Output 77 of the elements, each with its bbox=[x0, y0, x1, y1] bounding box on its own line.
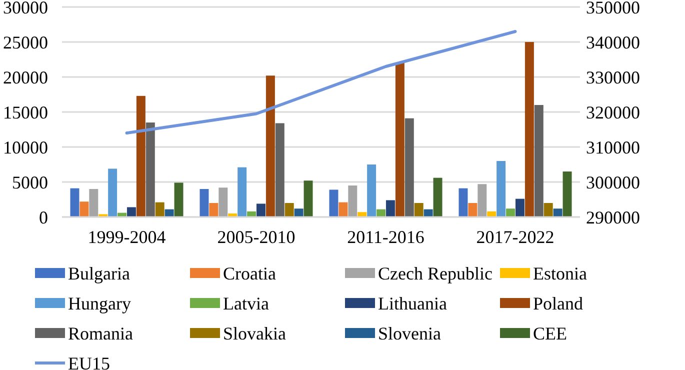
bar bbox=[329, 190, 338, 217]
bar bbox=[458, 188, 468, 217]
bar bbox=[478, 184, 487, 217]
bar bbox=[395, 63, 404, 217]
x-tick-label: 1999-2004 bbox=[88, 227, 166, 247]
y2-tick-label: 290000 bbox=[586, 207, 640, 228]
y2-tick-label: 300000 bbox=[586, 172, 640, 192]
y2-tick-label: 330000 bbox=[586, 67, 640, 88]
bar bbox=[424, 209, 433, 217]
bar bbox=[404, 118, 414, 217]
x-tick-label: 2017-2022 bbox=[476, 227, 554, 247]
bar bbox=[496, 161, 506, 217]
bar bbox=[284, 203, 294, 217]
legend-label: Croatia bbox=[223, 263, 276, 284]
x-tick-label: 2011-2016 bbox=[347, 227, 424, 247]
bar bbox=[544, 203, 553, 217]
y-tick-label: 20000 bbox=[3, 67, 48, 88]
bar bbox=[238, 167, 247, 217]
bar bbox=[338, 202, 348, 217]
legend-label: EU15 bbox=[68, 353, 110, 370]
bar bbox=[348, 186, 358, 217]
bar bbox=[80, 202, 89, 217]
y-tick-label: 10000 bbox=[3, 137, 48, 158]
bar bbox=[294, 208, 304, 217]
bar bbox=[468, 203, 478, 217]
bar bbox=[376, 209, 386, 217]
bar bbox=[367, 164, 376, 217]
bar bbox=[414, 203, 424, 217]
y-tick-label: 30000 bbox=[3, 0, 48, 18]
bar bbox=[174, 182, 184, 217]
bar bbox=[553, 208, 562, 217]
bar bbox=[562, 172, 572, 217]
y-tick-label: 5000 bbox=[12, 172, 48, 192]
bar bbox=[275, 123, 284, 217]
bar bbox=[108, 168, 118, 217]
legend-label: Hungary bbox=[68, 293, 131, 314]
bar bbox=[70, 188, 80, 217]
legend-label: Slovakia bbox=[223, 323, 286, 344]
y-tick-label: 0 bbox=[39, 207, 48, 228]
y2-tick-label: 350000 bbox=[586, 0, 640, 18]
y2-tick-label: 340000 bbox=[586, 32, 640, 52]
y-tick-label: 15000 bbox=[3, 102, 48, 122]
bar bbox=[534, 105, 544, 217]
line-series bbox=[125, 30, 517, 134]
legend-label: Estonia bbox=[533, 263, 587, 284]
bar bbox=[136, 96, 146, 217]
bar bbox=[89, 189, 98, 217]
bar bbox=[524, 42, 534, 217]
bar bbox=[386, 200, 395, 217]
y2-tick-label: 310000 bbox=[586, 137, 640, 158]
bar bbox=[126, 207, 136, 217]
x-tick-label: 2005-2010 bbox=[217, 227, 296, 247]
bar bbox=[209, 203, 218, 217]
bar bbox=[155, 202, 164, 217]
bar bbox=[304, 180, 313, 217]
legend-label: Bulgaria bbox=[68, 263, 130, 284]
legend-label: Lithuania bbox=[378, 293, 447, 314]
bar bbox=[218, 188, 228, 217]
bar bbox=[200, 189, 209, 217]
bar bbox=[433, 178, 442, 217]
bar bbox=[358, 212, 367, 217]
legend-label: Romania bbox=[68, 323, 133, 344]
bar bbox=[146, 122, 155, 217]
bar bbox=[487, 211, 496, 217]
y-tick-label: 25000 bbox=[3, 32, 48, 52]
legend-label: Slovenia bbox=[378, 323, 441, 344]
bar bbox=[164, 209, 174, 217]
legend-label: Czech Republic bbox=[378, 263, 492, 284]
bar bbox=[515, 198, 524, 217]
legend-label: Poland bbox=[533, 293, 584, 314]
legend-label: CEE bbox=[533, 323, 567, 344]
y2-tick-label: 320000 bbox=[586, 102, 640, 122]
legend-label: Latvia bbox=[223, 293, 269, 314]
bar bbox=[256, 204, 266, 217]
bar bbox=[247, 211, 256, 217]
bar bbox=[266, 76, 275, 217]
bar bbox=[506, 208, 516, 217]
